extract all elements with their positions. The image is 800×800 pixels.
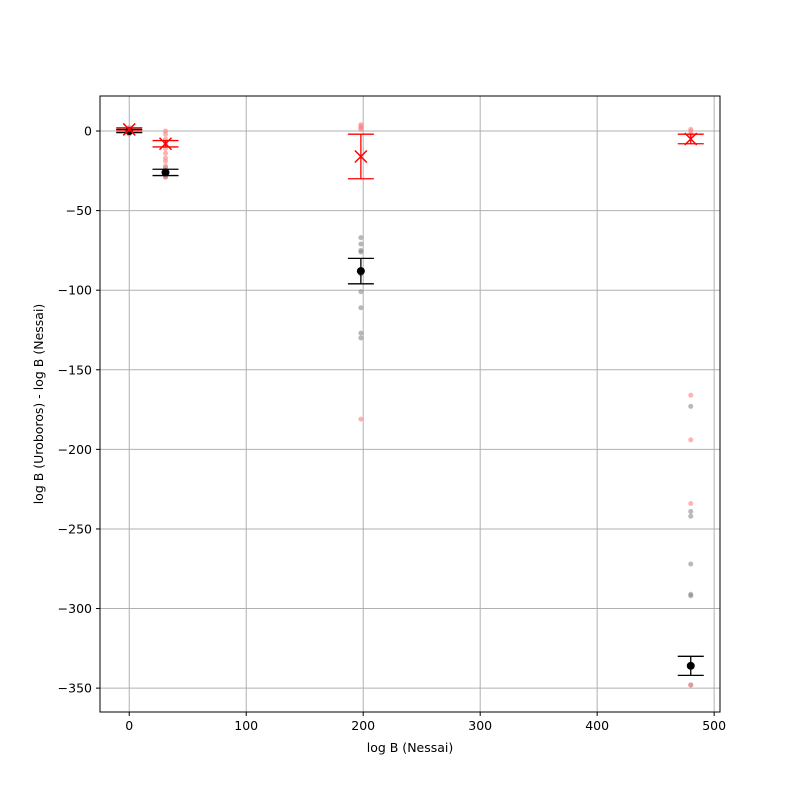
x-tick-label: 400 [585,718,609,733]
axis-ticks: 0 100 200 300 400 500 0 −50 −100 −150 −200 −250 −300… [58,124,726,733]
grid-lines [100,96,720,712]
y-tick-label: −200 [58,442,92,457]
x-tick-label: 500 [702,718,726,733]
gray-data-point [688,508,694,514]
y-tick-label: 0 [84,124,92,139]
pink-points [126,122,694,688]
y-tick-label: −150 [58,362,92,377]
y-tick-label: −300 [58,601,92,616]
red-x-errorbars [116,122,704,180]
pink-data-point [163,150,169,156]
gray-data-point [358,241,364,247]
red-x-marker-b [684,132,698,146]
plot-frame [99,95,721,713]
pink-data-point [688,500,694,506]
pink-data-point [688,682,694,688]
y-tick-label: −100 [58,283,92,298]
red-x-marker-b [158,137,173,151]
black-mean-marker [356,267,365,276]
x-axis-label: log B (Nessai) [367,740,454,755]
pink-data-point [688,392,694,398]
gray-data-point [358,289,364,295]
red-x-marker-b [122,122,136,136]
black-errorbars [116,127,704,677]
gray-data-point [358,235,364,241]
red-x-marker-b [354,149,368,164]
pink-data-point [163,131,169,137]
gray-data-point [358,305,364,311]
gray-data-point [358,330,364,336]
gray-data-point [688,403,694,409]
y-tick-label: −50 [66,203,92,218]
black-mean-marker [161,168,170,177]
x-tick-label: 0 [125,718,133,733]
gray-data-point [688,513,694,519]
x-tick-label: 100 [234,718,258,733]
y-tick-label: −250 [58,521,92,536]
pink-data-point [358,126,364,132]
gray-points [126,125,694,688]
pink-data-point [358,416,364,422]
x-tick-label: 200 [351,718,375,733]
y-tick-label: −350 [58,681,92,696]
x-tick-label: 300 [468,718,492,733]
gray-data-point [688,561,694,567]
black-mean-marker [686,661,695,670]
y-axis-label: log B (Uroboros) - log B (Nessai) [31,304,46,505]
pink-data-point [163,163,169,169]
gray-data-point [358,335,364,341]
gray-data-point [688,593,694,599]
pink-data-point [688,437,694,443]
pink-data-point [163,158,169,164]
gray-data-point [358,249,364,255]
